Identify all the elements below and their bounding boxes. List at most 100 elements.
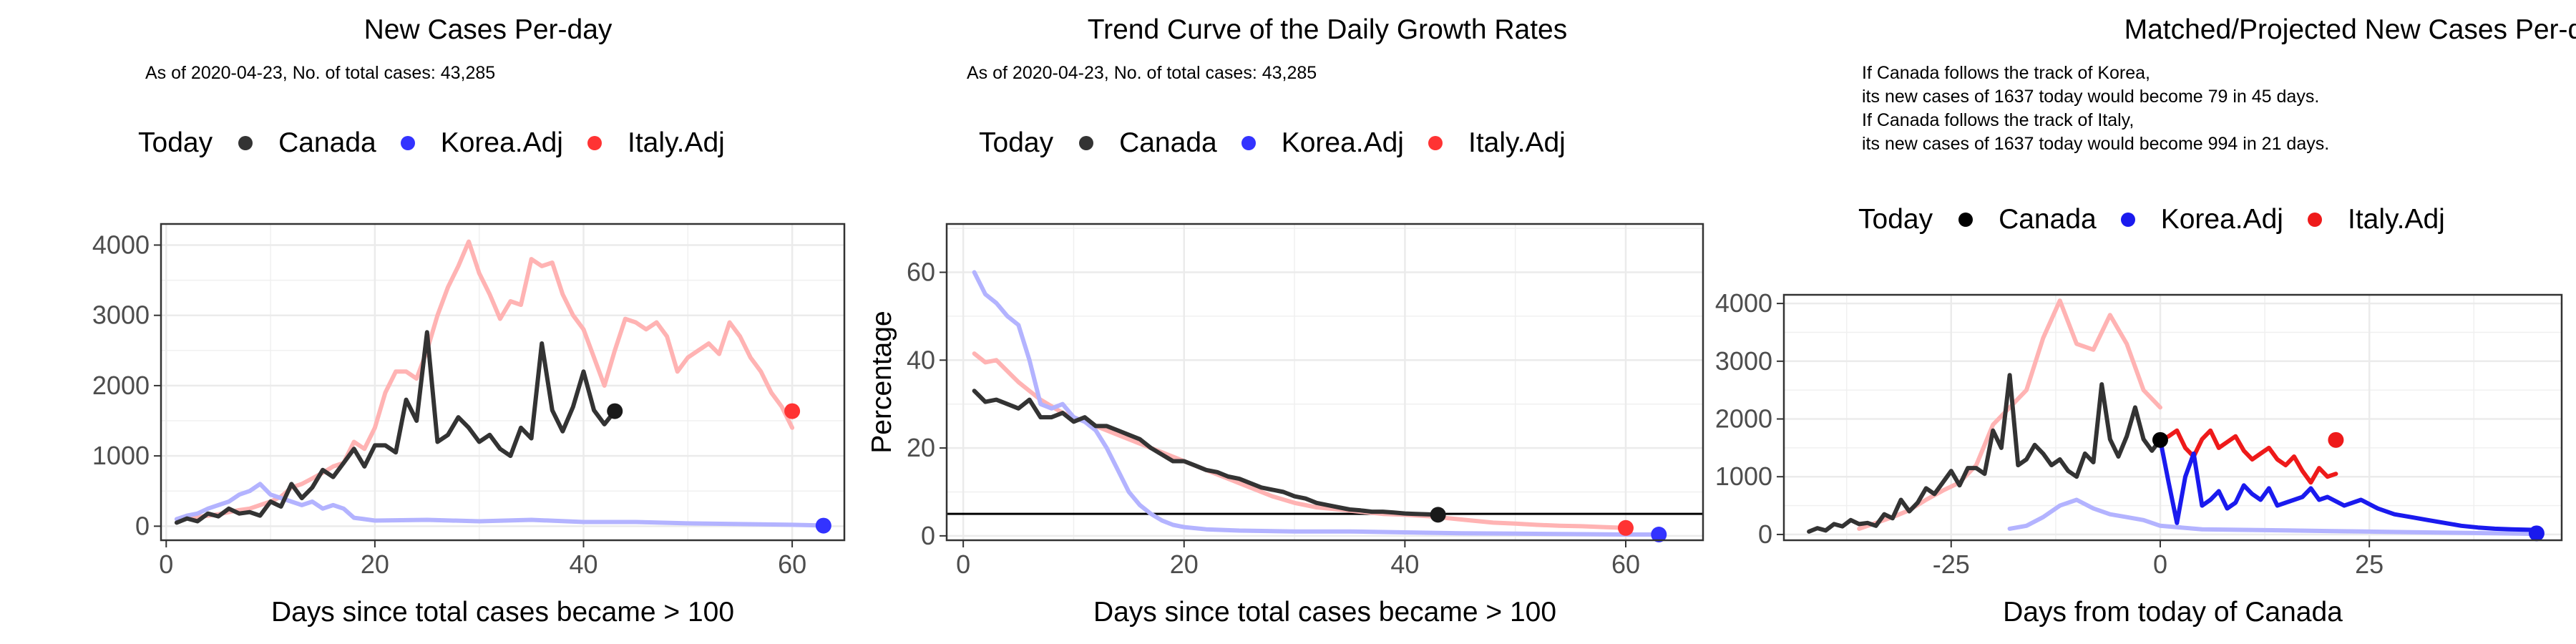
annotation-line: If Canada follows the track of Korea,	[1862, 63, 2150, 83]
x-tick-label: 25	[2355, 550, 2384, 579]
y-tick-label: 0	[921, 521, 935, 550]
chart-subtitle: As of 2020-04-23, No. of total cases: 43…	[967, 63, 1317, 83]
annotation-line: its new cases of 1637 today would become…	[1862, 87, 2320, 107]
legend-item-canada: Canada	[1079, 127, 1217, 159]
legend-marker	[400, 136, 415, 150]
legend-item-korea: Korea.Adj	[2120, 204, 2283, 235]
plot-background	[947, 224, 1703, 540]
y-tick-label: 4000	[92, 230, 150, 259]
legend-label: Canada	[278, 127, 376, 158]
legend-title: Today	[138, 127, 213, 158]
y-tick-label: 3000	[92, 301, 150, 330]
legend-item-korea: Korea.Adj	[1241, 127, 1404, 159]
x-axis-label: Days since total cases became > 100	[271, 597, 734, 628]
x-tick-label: 20	[361, 550, 389, 579]
series-line-italy-adj	[2158, 428, 2338, 485]
x-tick-label: 0	[159, 550, 173, 579]
x-tick-label: 40	[1390, 550, 1419, 579]
x-axis-label: Days from today of Canada	[2003, 597, 2343, 628]
today-marker-canada	[607, 403, 623, 419]
legend-marker	[2307, 213, 2322, 227]
legend-item-canada: Canada	[238, 127, 376, 159]
y-tick-label: 2000	[1715, 404, 1772, 434]
series-line-korea-adj	[174, 482, 826, 528]
legend-title: Today	[979, 127, 1054, 158]
legend-label: Italy.Adj	[627, 127, 725, 158]
y-tick-label: 20	[907, 433, 935, 462]
y-tick-label: 1000	[92, 441, 150, 470]
legend: Today Canada Korea.Adj Italy.Adj	[138, 127, 749, 159]
legend-marker	[1079, 136, 1094, 150]
series-line-korea-adj	[2158, 437, 2539, 532]
y-tick-label: 0	[1758, 519, 1772, 549]
legend-marker	[1958, 213, 1974, 227]
y-tick-label: 2000	[92, 371, 150, 400]
x-tick-label: 0	[956, 550, 970, 579]
y-tick-label: 1000	[1715, 462, 1772, 491]
x-tick-label: 60	[1611, 550, 1640, 579]
legend-marker	[238, 136, 253, 150]
legend-marker	[1428, 136, 1443, 150]
today-marker-korea-adj	[1651, 527, 1667, 543]
annotation-line: If Canada follows the track of Italy,	[1862, 110, 2135, 130]
legend-label: Korea.Adj	[2160, 204, 2283, 235]
series-line-korea-adj	[2007, 497, 2539, 537]
x-tick-label: -25	[1933, 550, 1970, 579]
y-tick-label: 4000	[1715, 288, 1772, 318]
legend-item-italy: Italy.Adj	[587, 127, 725, 159]
x-axis-label: Days since total cases became > 100	[1093, 597, 1556, 628]
x-tick-label: 40	[569, 550, 597, 579]
panel-new-cases: New Cases Per-day As of 2020-04-23, No. …	[0, 0, 859, 644]
series-line-canada	[174, 330, 618, 525]
today-marker-korea-adj	[815, 517, 831, 534]
y-tick-label: 0	[135, 511, 150, 540]
today-marker-italy-adj	[2328, 431, 2344, 448]
legend-title: Today	[1858, 204, 1933, 235]
legend-label: Korea.Adj	[1281, 127, 1404, 158]
x-tick-label: 0	[2153, 550, 2167, 579]
x-tick-label: 60	[778, 550, 806, 579]
legend-item-italy: Italy.Adj	[2307, 204, 2445, 235]
y-axis-label: Percentage	[867, 311, 897, 453]
legend-label: Canada	[1999, 204, 2097, 235]
chart-title: Trend Curve of the Daily Growth Rates	[1087, 14, 1568, 45]
legend-marker	[2120, 213, 2135, 227]
today-marker-korea-adj	[2528, 525, 2545, 542]
legend: Today Canada Korea.Adj Italy.Adj	[1858, 204, 2469, 235]
plot-background	[161, 224, 844, 540]
x-tick-label: 20	[1170, 550, 1199, 579]
projection-annotation: If Canada follows the track of Korea, it…	[1862, 62, 2329, 156]
plot-new-cases: 0 20 40 60 0 1000 2000 3000 4000 Days since total…	[92, 223, 846, 628]
legend-item-italy: Italy.Adj	[1428, 127, 1566, 159]
legend-item-canada: Canada	[1958, 204, 2097, 235]
legend-item-korea: Korea.Adj	[400, 127, 563, 159]
y-tick-label: 60	[907, 258, 935, 287]
panel-growth-rates: Trend Curve of the Daily Growth Rates As…	[859, 0, 1717, 644]
plot-border	[945, 223, 1704, 542]
chart-title: New Cases Per-day	[364, 14, 613, 45]
plot-projected: -25 0 25 0 1000 2000 3000 4000 Days from today o…	[1715, 288, 2563, 628]
panel-projected: Matched/Projected New Cases Per-day If C…	[1715, 0, 2576, 644]
chart-subtitle: As of 2020-04-23, No. of total cases: 43…	[145, 63, 496, 83]
plot-border	[160, 223, 846, 542]
series-line-canada	[972, 389, 1440, 517]
plot-growth-rates: 0 20 40 60 0 20 40 60 Days since total cases bec…	[867, 223, 1704, 628]
y-tick-label: 40	[907, 345, 935, 374]
legend-label: Italy.Adj	[1468, 127, 1566, 158]
legend-label: Canada	[1119, 127, 1217, 158]
series-line-canada	[1807, 373, 2162, 534]
today-marker-italy-adj	[784, 403, 801, 419]
y-tick-label: 3000	[1715, 346, 1772, 376]
annotation-line: its new cases of 1637 today would become…	[1862, 134, 2330, 154]
series-line-korea-adj	[972, 270, 1662, 537]
today-marker-canada	[2152, 431, 2168, 448]
today-marker-italy-adj	[1617, 519, 1634, 536]
plot-border	[1782, 293, 2563, 542]
legend: Today Canada Korea.Adj Italy.Adj	[979, 127, 1590, 159]
legend-label: Korea.Adj	[440, 127, 563, 158]
chart-title: Matched/Projected New Cases Per-day	[2124, 14, 2576, 45]
legend-marker	[587, 136, 602, 150]
legend-marker	[1241, 136, 1256, 150]
legend-label: Italy.Adj	[2347, 204, 2445, 235]
today-marker-canada	[1430, 507, 1446, 523]
